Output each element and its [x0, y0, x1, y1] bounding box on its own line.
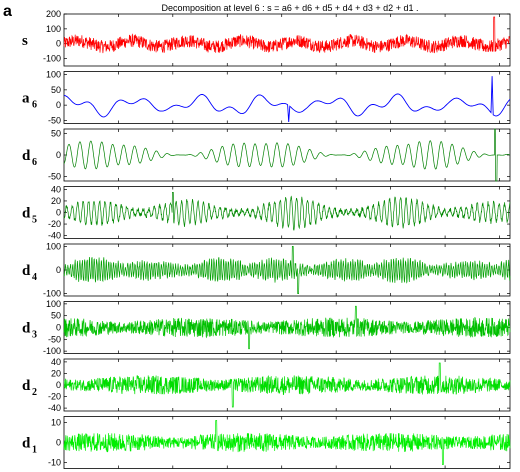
- y-tick-label: 100: [46, 24, 61, 34]
- y-tick-label: -40: [48, 403, 61, 413]
- signal-line: [63, 246, 511, 294]
- y-tick-label: 50: [51, 85, 61, 95]
- chart-title: Decomposition at level 6 : s = a6 + d6 +…: [162, 3, 419, 13]
- y-tick-label: 0: [56, 438, 61, 448]
- panel-label: d: [22, 148, 31, 164]
- y-tick-label: 0: [56, 150, 61, 160]
- y-tick-label: 40: [51, 357, 61, 367]
- panel-d1: d 1 10 0 -10: [22, 416, 511, 469]
- y-tick-label: 100: [46, 241, 61, 251]
- y-tick-label: 10: [51, 418, 61, 428]
- panel-label: d: [22, 321, 31, 337]
- panel-label-subscript: 5: [32, 215, 37, 226]
- y-tick-label: 20: [51, 196, 61, 206]
- panel-label-subscript: 2: [32, 387, 37, 398]
- y-tick-label: 0: [56, 323, 61, 333]
- y-tick-label: 100: [46, 70, 61, 80]
- panel-frame: [63, 71, 511, 124]
- panel-a6: a 6 100 50 0 -50: [22, 70, 511, 125]
- panel-label-subscript: 4: [32, 272, 37, 283]
- y-tick-label: -100: [43, 54, 61, 64]
- panel-label: a: [22, 91, 30, 107]
- y-tick-label: 0: [56, 39, 61, 49]
- panel-label-subscript: 6: [32, 100, 37, 111]
- panel-label: d: [22, 436, 31, 452]
- y-tick-label: 0: [56, 380, 61, 390]
- panel-d3: d 3 100 50 0-50 -100: [22, 299, 511, 356]
- y-tick-label: -40: [48, 231, 61, 241]
- y-tick-label: -50: [48, 334, 61, 344]
- signal-line: [63, 305, 511, 350]
- panel-frame: [63, 128, 511, 182]
- panel-label: s: [22, 33, 28, 49]
- y-tick-label: 40: [51, 184, 61, 194]
- y-tick-label: -20: [48, 392, 61, 402]
- y-tick-label: -50: [48, 172, 61, 182]
- y-tick-label: 20: [51, 368, 61, 378]
- y-tick-label: 200: [46, 9, 61, 19]
- y-tick-label: -20: [48, 219, 61, 229]
- figure-label: a: [3, 3, 12, 20]
- y-tick-label: 100: [46, 299, 61, 309]
- y-tick-label: 0: [56, 100, 61, 110]
- y-tick-label: -100: [43, 346, 61, 356]
- signal-line: [63, 362, 511, 408]
- panel-label: d: [22, 206, 31, 222]
- y-tick-label: 50: [51, 128, 61, 138]
- panel-label: d: [22, 378, 31, 394]
- panel-label-subscript: 1: [32, 445, 37, 456]
- panel-label-subscript: 6: [32, 157, 37, 168]
- y-tick-label: -10: [48, 458, 61, 468]
- panel-d4: d 4 100 0 -100: [22, 241, 511, 299]
- y-tick-label: -50: [48, 115, 61, 125]
- y-tick-label: 0: [56, 265, 61, 275]
- signal-line: [63, 16, 511, 54]
- panel-label: d: [22, 263, 31, 279]
- signal-line: [63, 128, 511, 182]
- y-tick-label: 0: [56, 208, 61, 218]
- signal-line: [63, 420, 511, 465]
- panel-d5: d 5 40 20 0-20 -40: [22, 184, 511, 241]
- panel-label-subscript: 3: [32, 330, 37, 341]
- signal-line: [63, 191, 511, 231]
- panel-d6: d 6 50 0 -50: [22, 128, 511, 182]
- y-tick-label: 50: [51, 311, 61, 321]
- y-tick-label: -100: [43, 289, 61, 299]
- signal-line: [63, 76, 511, 123]
- panel-s: s 200 100 0 -100: [22, 9, 511, 67]
